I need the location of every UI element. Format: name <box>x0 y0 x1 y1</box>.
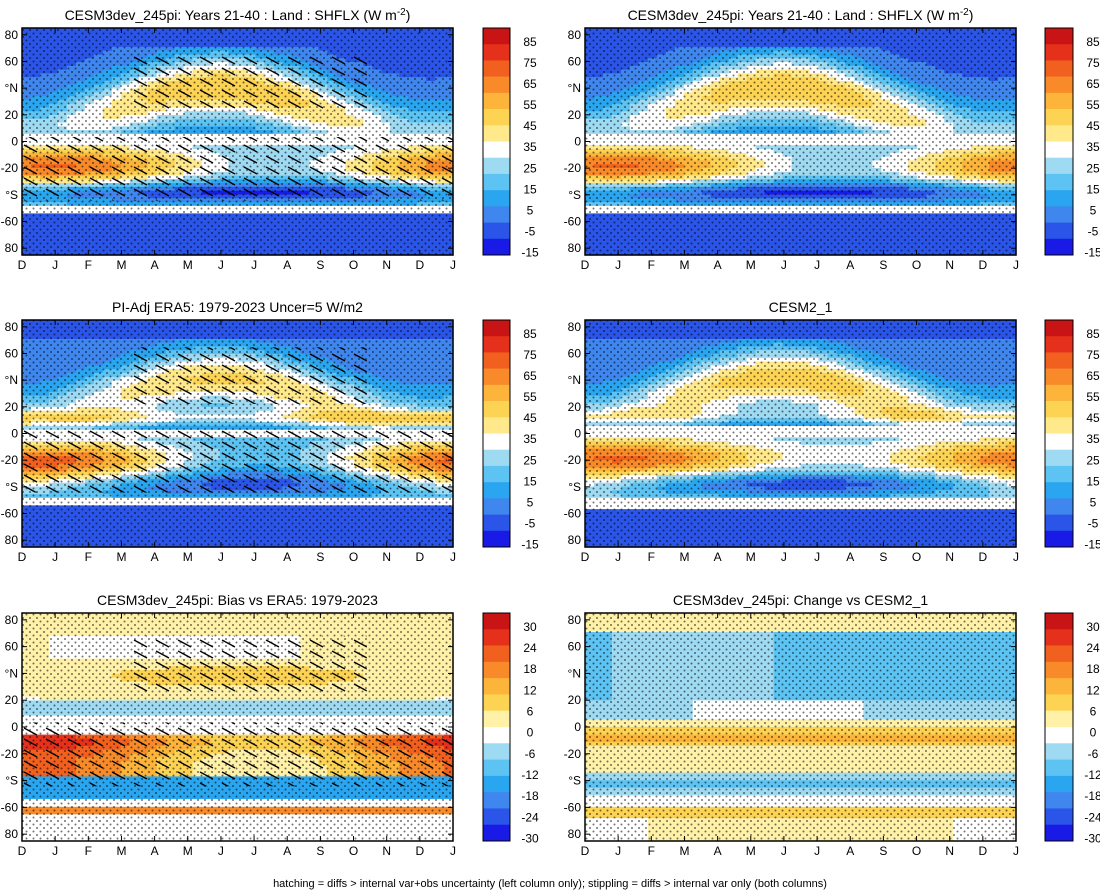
colorbar-swatch <box>483 44 510 61</box>
colorbar-swatch <box>483 76 510 94</box>
x-tick-label: D <box>416 258 425 272</box>
x-tick-label: A <box>151 258 159 272</box>
colorbar-swatch <box>483 109 510 126</box>
colorbar-label: 25 <box>523 161 537 175</box>
colorbar-swatch <box>483 141 510 159</box>
colorbar-label: 15 <box>523 182 537 196</box>
y-tick-label: -20 <box>1 161 19 175</box>
colorbar-swatch <box>483 28 510 45</box>
colorbar-label: 5 <box>527 203 534 217</box>
chart-panel-1: CESM3dev_245pi: Years 21-40 : Land : SHF… <box>1 7 539 272</box>
x-tick-label: J <box>52 258 58 272</box>
x-tick-label: S <box>316 258 324 272</box>
colorbar-label: 85 <box>523 35 537 49</box>
y-tick-label: 60 <box>5 54 19 68</box>
x-tick-label: F <box>85 258 92 272</box>
colorbar-swatch <box>483 190 510 207</box>
y-tick-label: °N <box>5 81 18 95</box>
colorbar-swatch <box>483 60 510 77</box>
colorbar-label: 35 <box>523 140 537 154</box>
hatching-overlay <box>22 136 453 201</box>
colorbar-swatch <box>483 238 510 256</box>
colorbar-swatch <box>483 173 510 191</box>
colorbar-swatch <box>483 206 510 223</box>
colorbar-label: 65 <box>523 77 537 91</box>
x-tick-label: D <box>18 258 27 272</box>
panel-title-end: ) <box>406 7 411 23</box>
hatching-overlay <box>129 55 367 112</box>
chart-panel-2: CESM3dev_245pi: Years 21-40 : Land : SHF… <box>564 7 1100 272</box>
colorbar-swatch <box>483 92 510 110</box>
colorbar-label: 55 <box>523 98 537 112</box>
y-tick-label: 20 <box>5 108 19 122</box>
y-tick-label: 0 <box>11 135 18 149</box>
panel-title: CESM3dev_245pi: Years 21-40 : Land : SHF… <box>628 7 974 23</box>
x-tick-label: J <box>450 258 456 272</box>
y-tick-label: 80 <box>5 241 19 255</box>
colorbar-label: 75 <box>523 56 537 70</box>
colorbar-label: -15 <box>521 246 539 260</box>
panel-title-end: ) <box>969 7 974 23</box>
x-tick-label: O <box>349 258 358 272</box>
x-tick-label: N <box>382 258 391 272</box>
colorbar-label: -5 <box>525 224 536 238</box>
panel-title: CESM3dev_245pi: Years 21-40 : Land : SHF… <box>65 7 411 23</box>
colorbar-swatch <box>483 125 510 142</box>
y-tick-label: -60 <box>1 215 19 229</box>
y-tick-label: °S <box>5 188 18 202</box>
x-tick-label: M <box>116 258 126 272</box>
x-tick-label: M <box>183 258 193 272</box>
colorbar-label: 45 <box>523 119 537 133</box>
x-tick-label: A <box>283 258 291 272</box>
colorbar-swatch <box>483 157 510 175</box>
panel-title-sup: -2 <box>397 7 406 18</box>
colorbar-swatch <box>483 222 510 240</box>
y-tick-label: 80 <box>5 28 19 42</box>
x-tick-label: J <box>218 258 224 272</box>
colorbar: 85 75 65 55 45 35 25 15 5 -5 -15 <box>482 27 539 260</box>
x-tick-label: J <box>251 258 257 272</box>
